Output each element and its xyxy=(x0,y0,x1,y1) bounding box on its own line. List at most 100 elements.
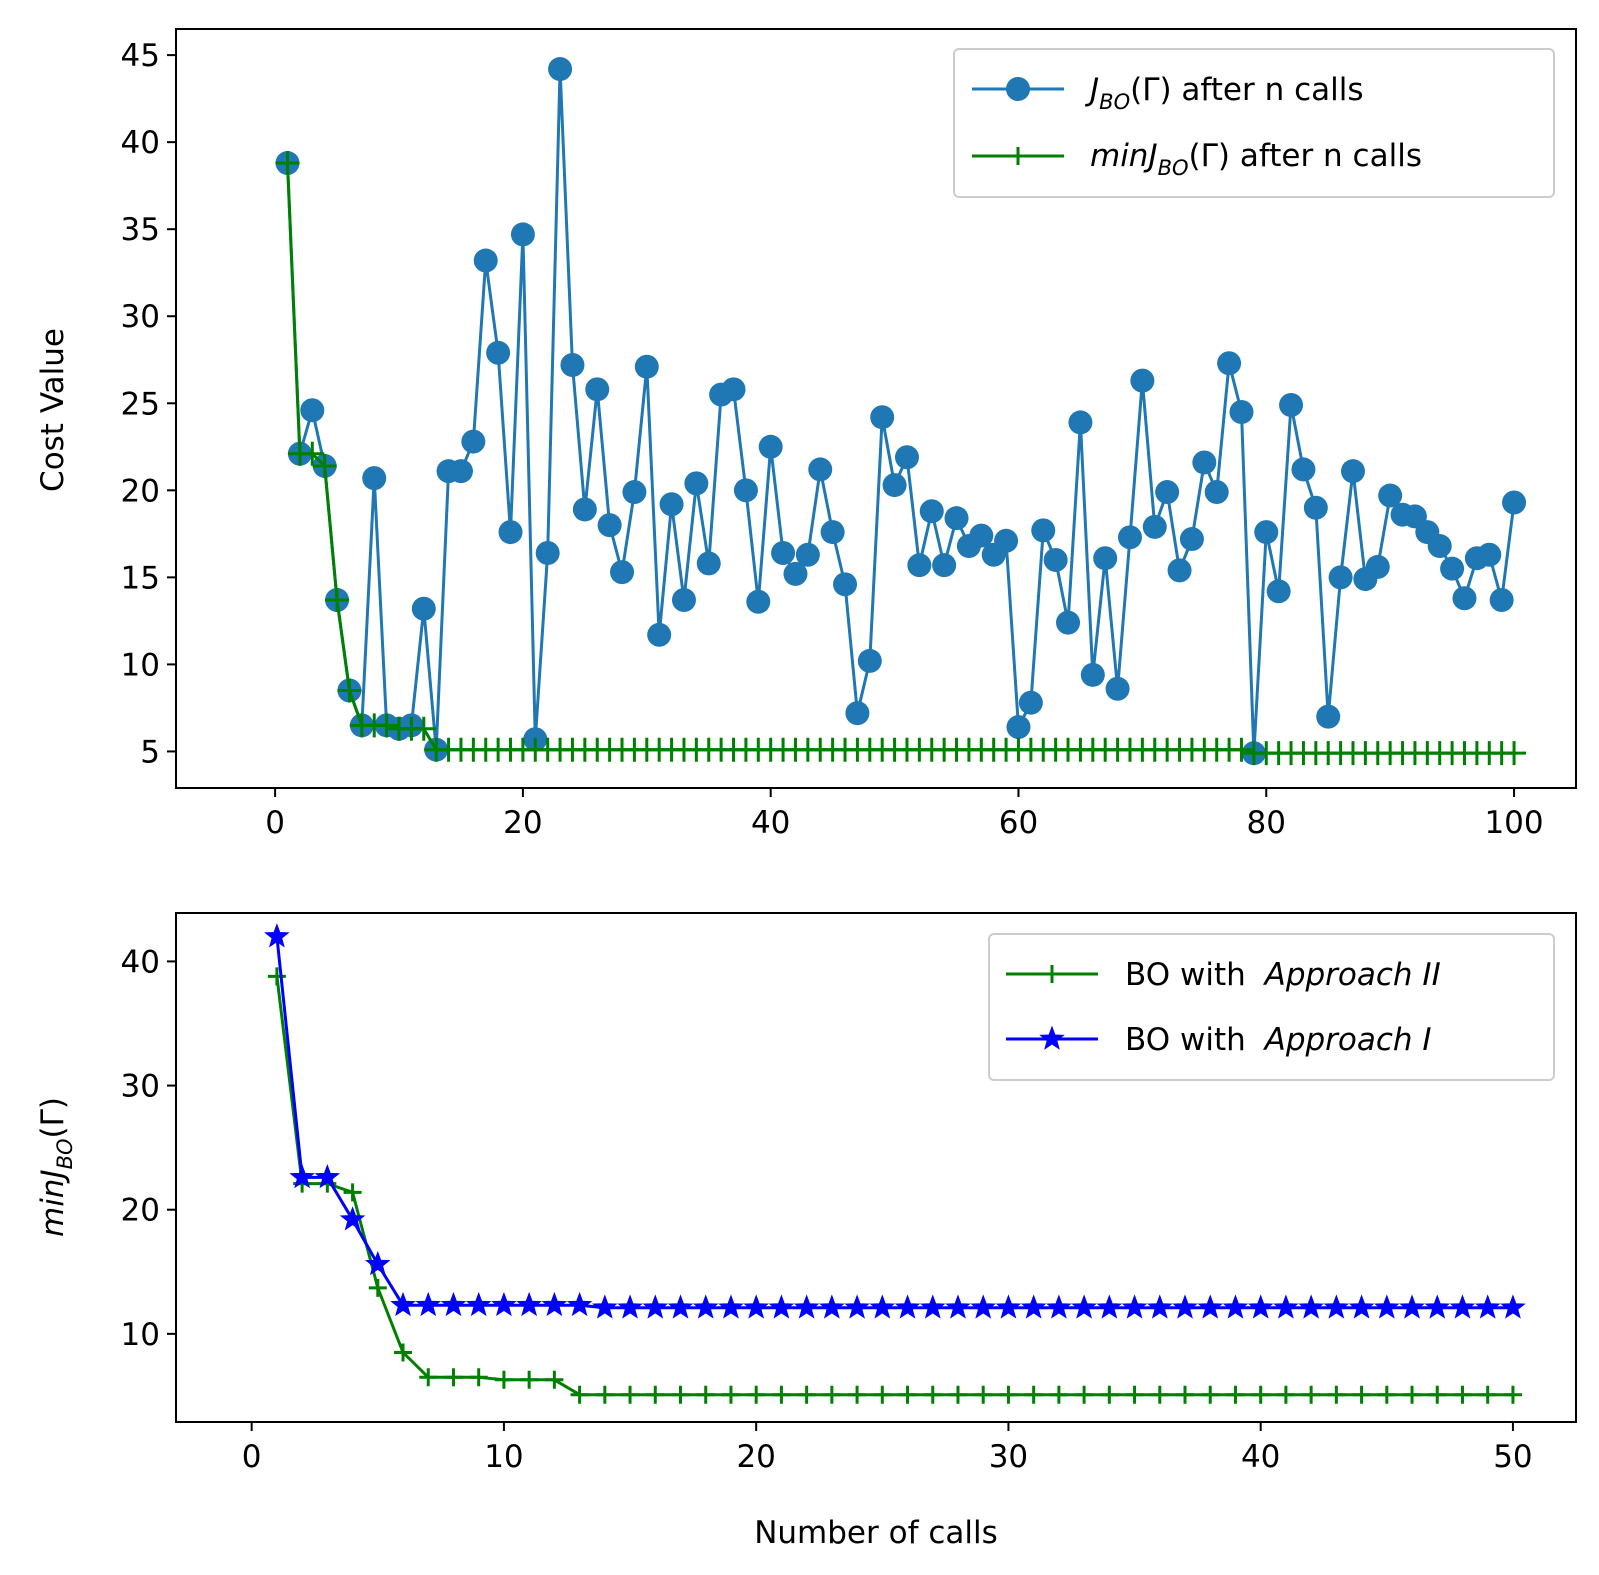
bottom-series-1-point xyxy=(819,1294,845,1319)
bottom-series-0-point xyxy=(1176,1385,1195,1404)
bottom-series-0-point xyxy=(1049,1385,1068,1404)
top-series-0-point xyxy=(684,471,709,496)
bottom-series-0-point xyxy=(419,1368,438,1387)
bottom-series-0-point xyxy=(1302,1385,1321,1404)
top-series-0-point xyxy=(1031,518,1056,543)
top-series-0-point xyxy=(461,429,486,454)
top-series-0-point xyxy=(300,398,325,423)
top-series-0-point xyxy=(1043,547,1068,572)
top-series-0-point xyxy=(1440,556,1465,581)
top-y-tick-label: 25 xyxy=(121,386,160,422)
legend-jbo-rest: (Γ) after n calls xyxy=(1130,72,1363,108)
bottom-series-1-point xyxy=(1323,1294,1350,1319)
legend-jbo-sub: BO xyxy=(1099,90,1130,114)
legend-minjbo-sub: BO xyxy=(1158,156,1189,180)
top-series-0-point xyxy=(1117,525,1142,550)
bottom-series-0-point xyxy=(1251,1385,1270,1404)
top-series-1-point xyxy=(337,678,362,703)
bottom-series-1-point xyxy=(1071,1294,1097,1319)
bottom-series-0-point xyxy=(797,1385,816,1404)
top-ticks: 0 20 40 60 80 100 5 10 15 20 25 30 35 40 45 xyxy=(121,38,1544,841)
top-series-0-point xyxy=(1279,393,1304,418)
top-series-0-point xyxy=(758,434,783,459)
bottom-x-tick-label: 30 xyxy=(989,1439,1028,1475)
bottom-series-1-point xyxy=(869,1294,896,1319)
bottom-series-0-point xyxy=(394,1343,413,1362)
bottom-series-0-point xyxy=(974,1385,993,1404)
legend-minjbo-main: minJ xyxy=(1090,138,1158,174)
top-series-0-point xyxy=(1179,527,1204,552)
bottom-series-1-point xyxy=(1146,1294,1173,1319)
top-series-0-line xyxy=(286,67,1516,755)
bottom-x-tick-label: 10 xyxy=(484,1439,523,1475)
legend-label-approach-i: BO with Approach I xyxy=(1125,1022,1432,1058)
top-series-0-point xyxy=(1266,579,1291,604)
bottom-series-0-point xyxy=(772,1385,791,1404)
top-series-0-point xyxy=(473,248,498,273)
legend-marker-jbo xyxy=(1006,77,1030,101)
top-series-0-point xyxy=(1489,587,1514,612)
bottom-series-0-point xyxy=(747,1385,766,1404)
top-series-0-point xyxy=(548,57,573,82)
top-x-tick-label: 40 xyxy=(751,805,790,841)
bottom-series-1-point xyxy=(1121,1294,1148,1319)
top-series-0-point xyxy=(498,520,523,545)
top-series-0-point xyxy=(1056,610,1081,635)
bottom-series-1-point xyxy=(1273,1294,1299,1319)
bottom-series-1-point xyxy=(465,1291,492,1317)
bottom-series-1-point xyxy=(592,1294,618,1319)
bottom-ticks: 0 10 20 30 40 50 10 20 30 40 xyxy=(121,944,1533,1475)
legend-approach-ii-italic: Approach II xyxy=(1263,957,1441,993)
top-series-0-point xyxy=(721,377,746,402)
top-series-0-point xyxy=(411,596,436,621)
bottom-series-1-point xyxy=(491,1291,517,1317)
bottom-series-1-point xyxy=(617,1294,643,1319)
bottom-series-0-point xyxy=(898,1385,917,1404)
top-y-tick-label: 30 xyxy=(121,299,160,335)
bottom-series-0-point xyxy=(1352,1385,1371,1404)
bottom-series-1-point xyxy=(1020,1294,1047,1319)
bottom-ylabel-main: minJ xyxy=(35,1169,71,1237)
top-series-0-point xyxy=(932,553,957,578)
bottom-x-axis-label: Number of calls xyxy=(754,1515,998,1551)
bottom-series-0-point xyxy=(520,1370,539,1389)
top-y-axis-label: Cost Value xyxy=(35,328,71,492)
top-series-0-point xyxy=(1477,542,1502,567)
top-series-0-point xyxy=(1254,520,1279,545)
top-series-0-point xyxy=(1316,704,1341,729)
bottom-series-1-point xyxy=(768,1294,795,1319)
bottom-series-0-point xyxy=(1377,1385,1396,1404)
top-series-0-point xyxy=(510,222,535,247)
top-series-1-point xyxy=(411,716,436,741)
legend-minjbo-rest: (Γ) after n calls xyxy=(1189,138,1422,174)
bottom-series-0-point xyxy=(469,1368,488,1387)
legend-label-approach-ii: BO with Approach II xyxy=(1125,957,1441,993)
top-y-tick-label: 15 xyxy=(121,560,160,596)
bottom-series-1-point xyxy=(1474,1294,1501,1319)
bottom-series-0-point xyxy=(545,1370,564,1389)
top-series-0-point xyxy=(1291,457,1316,482)
top-series-0-point xyxy=(1155,480,1180,505)
top-series-0-point xyxy=(783,561,808,586)
bottom-series-0-point xyxy=(822,1385,841,1404)
legend-label-minjbo: minJBO(Γ) after n calls xyxy=(1090,138,1422,180)
bottom-series-0-point xyxy=(671,1385,690,1404)
bottom-series-1-point xyxy=(264,923,290,948)
top-series-0-point xyxy=(647,622,672,647)
bottom-legend-box xyxy=(988,933,1555,1081)
legend-approach-ii-main: BO with xyxy=(1125,957,1256,993)
bottom-series-1-point xyxy=(1449,1294,1476,1319)
top-x-tick-label: 20 xyxy=(503,805,542,841)
bottom-series-1-point xyxy=(718,1294,744,1319)
bottom-series-1-point xyxy=(566,1291,593,1317)
legend-marker-minjbo xyxy=(1009,147,1027,165)
top-series-1-point xyxy=(374,713,399,738)
bottom-series-1-point xyxy=(541,1291,568,1317)
bottom-series-1-point xyxy=(516,1291,542,1317)
legend-approach-i-italic: Approach I xyxy=(1263,1022,1432,1058)
bottom-series-0-point xyxy=(923,1385,942,1404)
bottom-series-1-point xyxy=(1374,1294,1400,1319)
top-series-0-point xyxy=(560,352,585,377)
top-series-1-point xyxy=(312,453,337,478)
top-series-0-point xyxy=(585,377,610,402)
